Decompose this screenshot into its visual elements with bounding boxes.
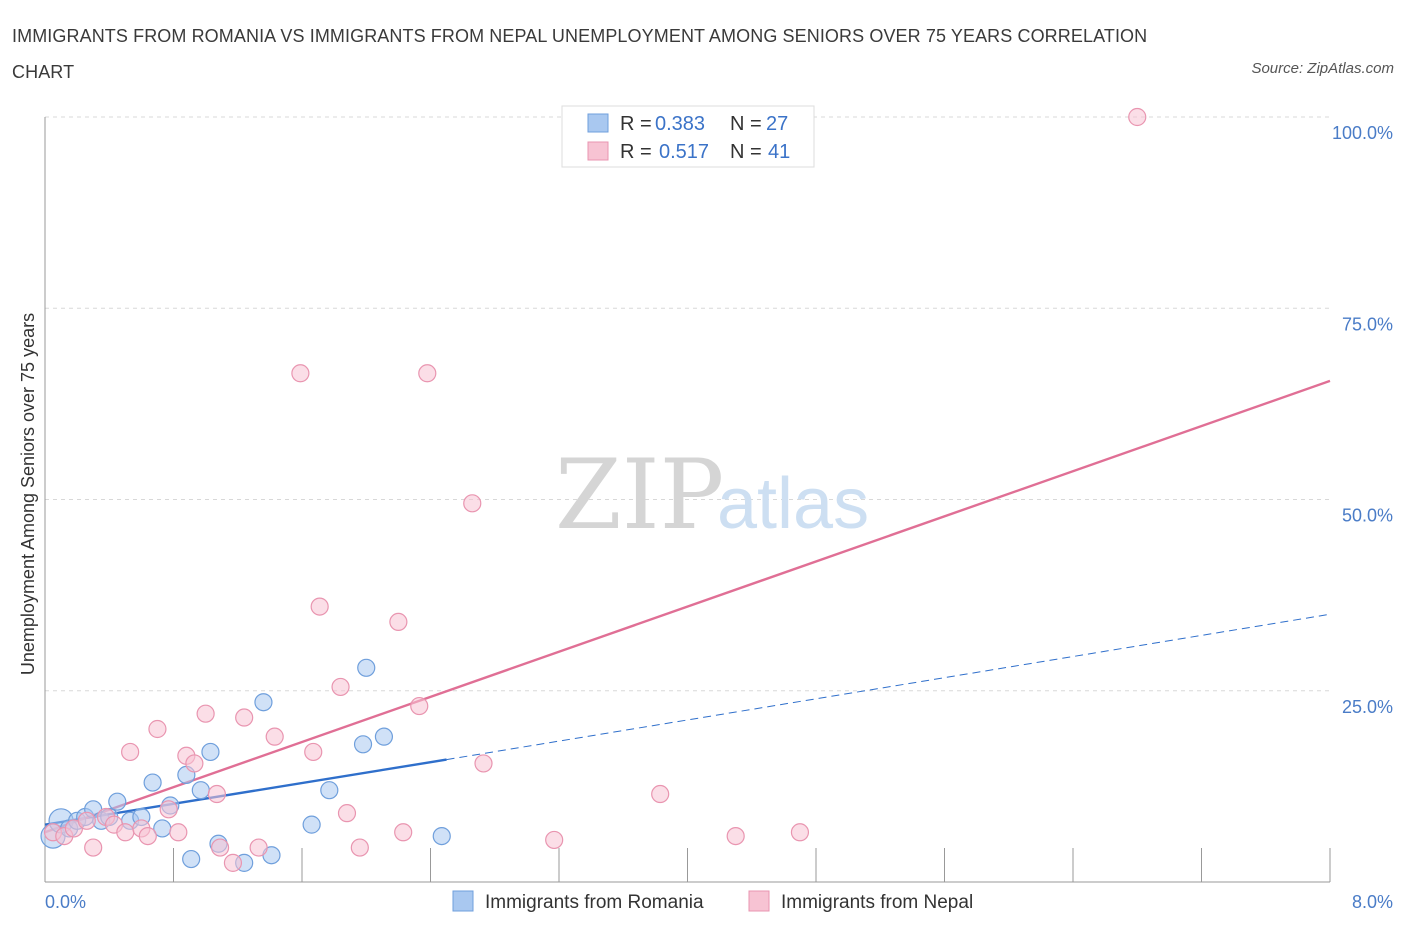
y-tick-labels: 25.0% 50.0% 75.0% 100.0% [1332, 123, 1393, 717]
axes [44, 117, 1331, 883]
legend-r-label-romania: R = [620, 113, 652, 135]
legend-n-label-nepal: N = [730, 141, 762, 163]
legend-swatch-nepal [587, 141, 609, 161]
trend-line-dashed-romania [446, 613, 1331, 761]
point-nepal [169, 823, 188, 842]
point-romania [108, 792, 127, 811]
point-nepal [350, 838, 369, 857]
point-nepal [196, 704, 215, 723]
point-romania [320, 781, 339, 800]
watermark-atlas: atlas [717, 464, 869, 544]
y-tick-label: 25.0% [1342, 697, 1393, 717]
x-tick-label-max: 8.0% [1352, 892, 1393, 912]
gridlines [45, 116, 1330, 692]
legend-swatch-romania [587, 113, 609, 133]
point-nepal [121, 742, 140, 762]
point-nepal [159, 800, 178, 819]
bottom-legend-label-nepal: Immigrants from Nepal [781, 892, 973, 913]
point-nepal [394, 823, 413, 842]
point-nepal [790, 823, 810, 842]
y-axis-label: Unemployment Among Seniors over 75 years [18, 313, 38, 675]
point-nepal [185, 754, 204, 773]
point-nepal [148, 719, 167, 739]
point-nepal [77, 811, 96, 830]
data-points [40, 107, 1147, 872]
y-tick-label: 75.0% [1342, 314, 1393, 334]
point-romania [182, 849, 201, 869]
point-nepal [726, 826, 745, 846]
point-nepal [418, 364, 437, 383]
watermark-zip: ZIP [555, 439, 724, 551]
point-romania [432, 826, 451, 846]
point-nepal [463, 494, 482, 513]
x-tick-label-min: 0.0% [45, 892, 86, 912]
legend: R = 0.383 N = 27 R = 0.517 N = 41 [561, 105, 815, 168]
chart-title: IMMIGRANTS FROM ROMANIA VS IMMIGRANTS FR… [12, 26, 1148, 82]
legend-r-value-romania: 0.383 [655, 113, 705, 135]
point-romania [191, 781, 210, 800]
point-romania [302, 815, 321, 834]
point-nepal [474, 754, 493, 773]
point-romania [143, 773, 162, 792]
point-nepal [210, 838, 230, 857]
point-nepal [331, 677, 350, 697]
bottom-legend-label-romania: Immigrants from Romania [485, 892, 704, 913]
bottom-legend-swatch-romania [452, 890, 474, 912]
point-nepal [389, 612, 408, 632]
trend-line-nepal [44, 379, 1331, 834]
point-nepal [310, 597, 329, 616]
y-tick-label: 100.0% [1332, 123, 1393, 143]
legend-r-value-nepal: 0.517 [659, 141, 709, 163]
bottom-legend: Immigrants from Romania Immigrants from … [452, 890, 973, 913]
point-nepal [207, 784, 226, 804]
point-nepal [291, 364, 310, 383]
point-nepal [223, 853, 243, 872]
point-romania [353, 735, 373, 754]
point-nepal [84, 838, 103, 857]
source-label: Source: ZipAtlas.com [1251, 60, 1394, 77]
point-nepal [651, 784, 670, 804]
legend-n-value-romania: 27 [766, 113, 788, 135]
point-nepal [337, 804, 357, 823]
legend-n-label-romania: N = [730, 113, 762, 135]
point-nepal [138, 826, 157, 846]
point-romania [201, 742, 220, 762]
point-nepal [304, 742, 323, 762]
point-nepal [249, 838, 268, 857]
y-tick-label: 50.0% [1342, 506, 1393, 526]
point-nepal [235, 708, 254, 727]
point-nepal [265, 727, 284, 746]
point-romania [357, 658, 376, 677]
point-nepal [410, 696, 429, 716]
point-romania [254, 693, 273, 712]
bottom-legend-swatch-nepal [748, 890, 770, 912]
point-nepal [116, 823, 135, 842]
legend-r-label-nepal: R = [620, 141, 652, 163]
legend-n-value-nepal: 41 [768, 141, 790, 163]
point-romania [374, 727, 394, 746]
point-nepal [1128, 107, 1147, 127]
point-nepal [545, 830, 564, 850]
